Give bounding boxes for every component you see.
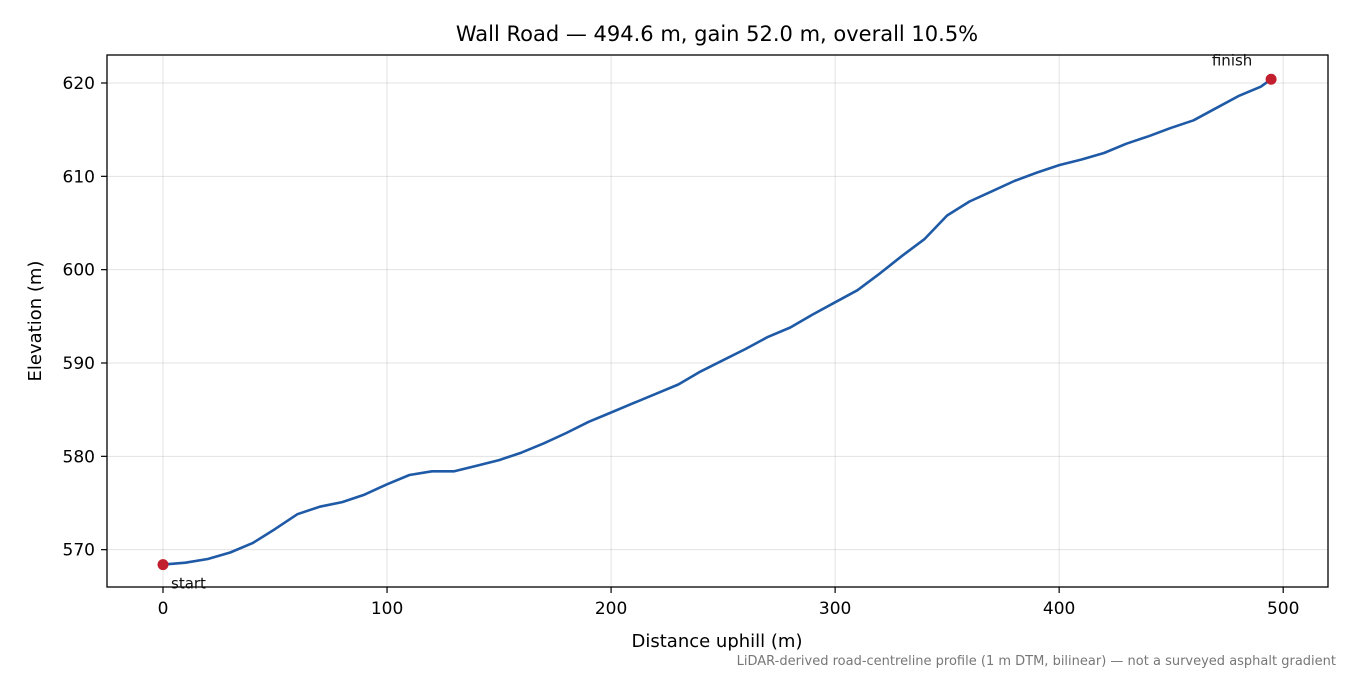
finish-marker [1265,73,1277,85]
grid [107,55,1328,587]
x-axis-label: Distance uphill (m) [632,631,803,652]
x-tick-label: 300 [819,599,851,619]
annotation-finish: finish [1212,51,1252,69]
y-tick-label: 600 [63,261,95,281]
x-tick-label: 100 [371,599,403,619]
x-tick-label: 500 [1267,599,1299,619]
y-tick-label: 580 [63,447,95,467]
y-axis-label: Elevation (m) [25,261,46,382]
x-tick-label: 400 [1043,599,1075,619]
y-tick-label: 590 [63,354,95,374]
markers-layer [157,73,1277,571]
y-tick-label: 620 [63,74,95,94]
y-tick-label: 610 [63,167,95,187]
x-tick-label: 200 [595,599,627,619]
y-tick-label: 570 [63,541,95,561]
x-tick-label: 0 [158,599,169,619]
series-layer [162,78,1272,566]
start-marker [157,559,169,571]
annotation-start: start [171,575,206,593]
ticks: 0 100 200 300 400 500 570 580 590 600 610 620 [63,74,1300,619]
plot-frame [106,54,1329,588]
series-line [162,78,1272,566]
footnote: LiDAR-derived road-centreline profile (1… [737,654,1336,669]
chart-title: Wall Road — 494.6 m, gain 52.0 m, overal… [456,22,978,46]
